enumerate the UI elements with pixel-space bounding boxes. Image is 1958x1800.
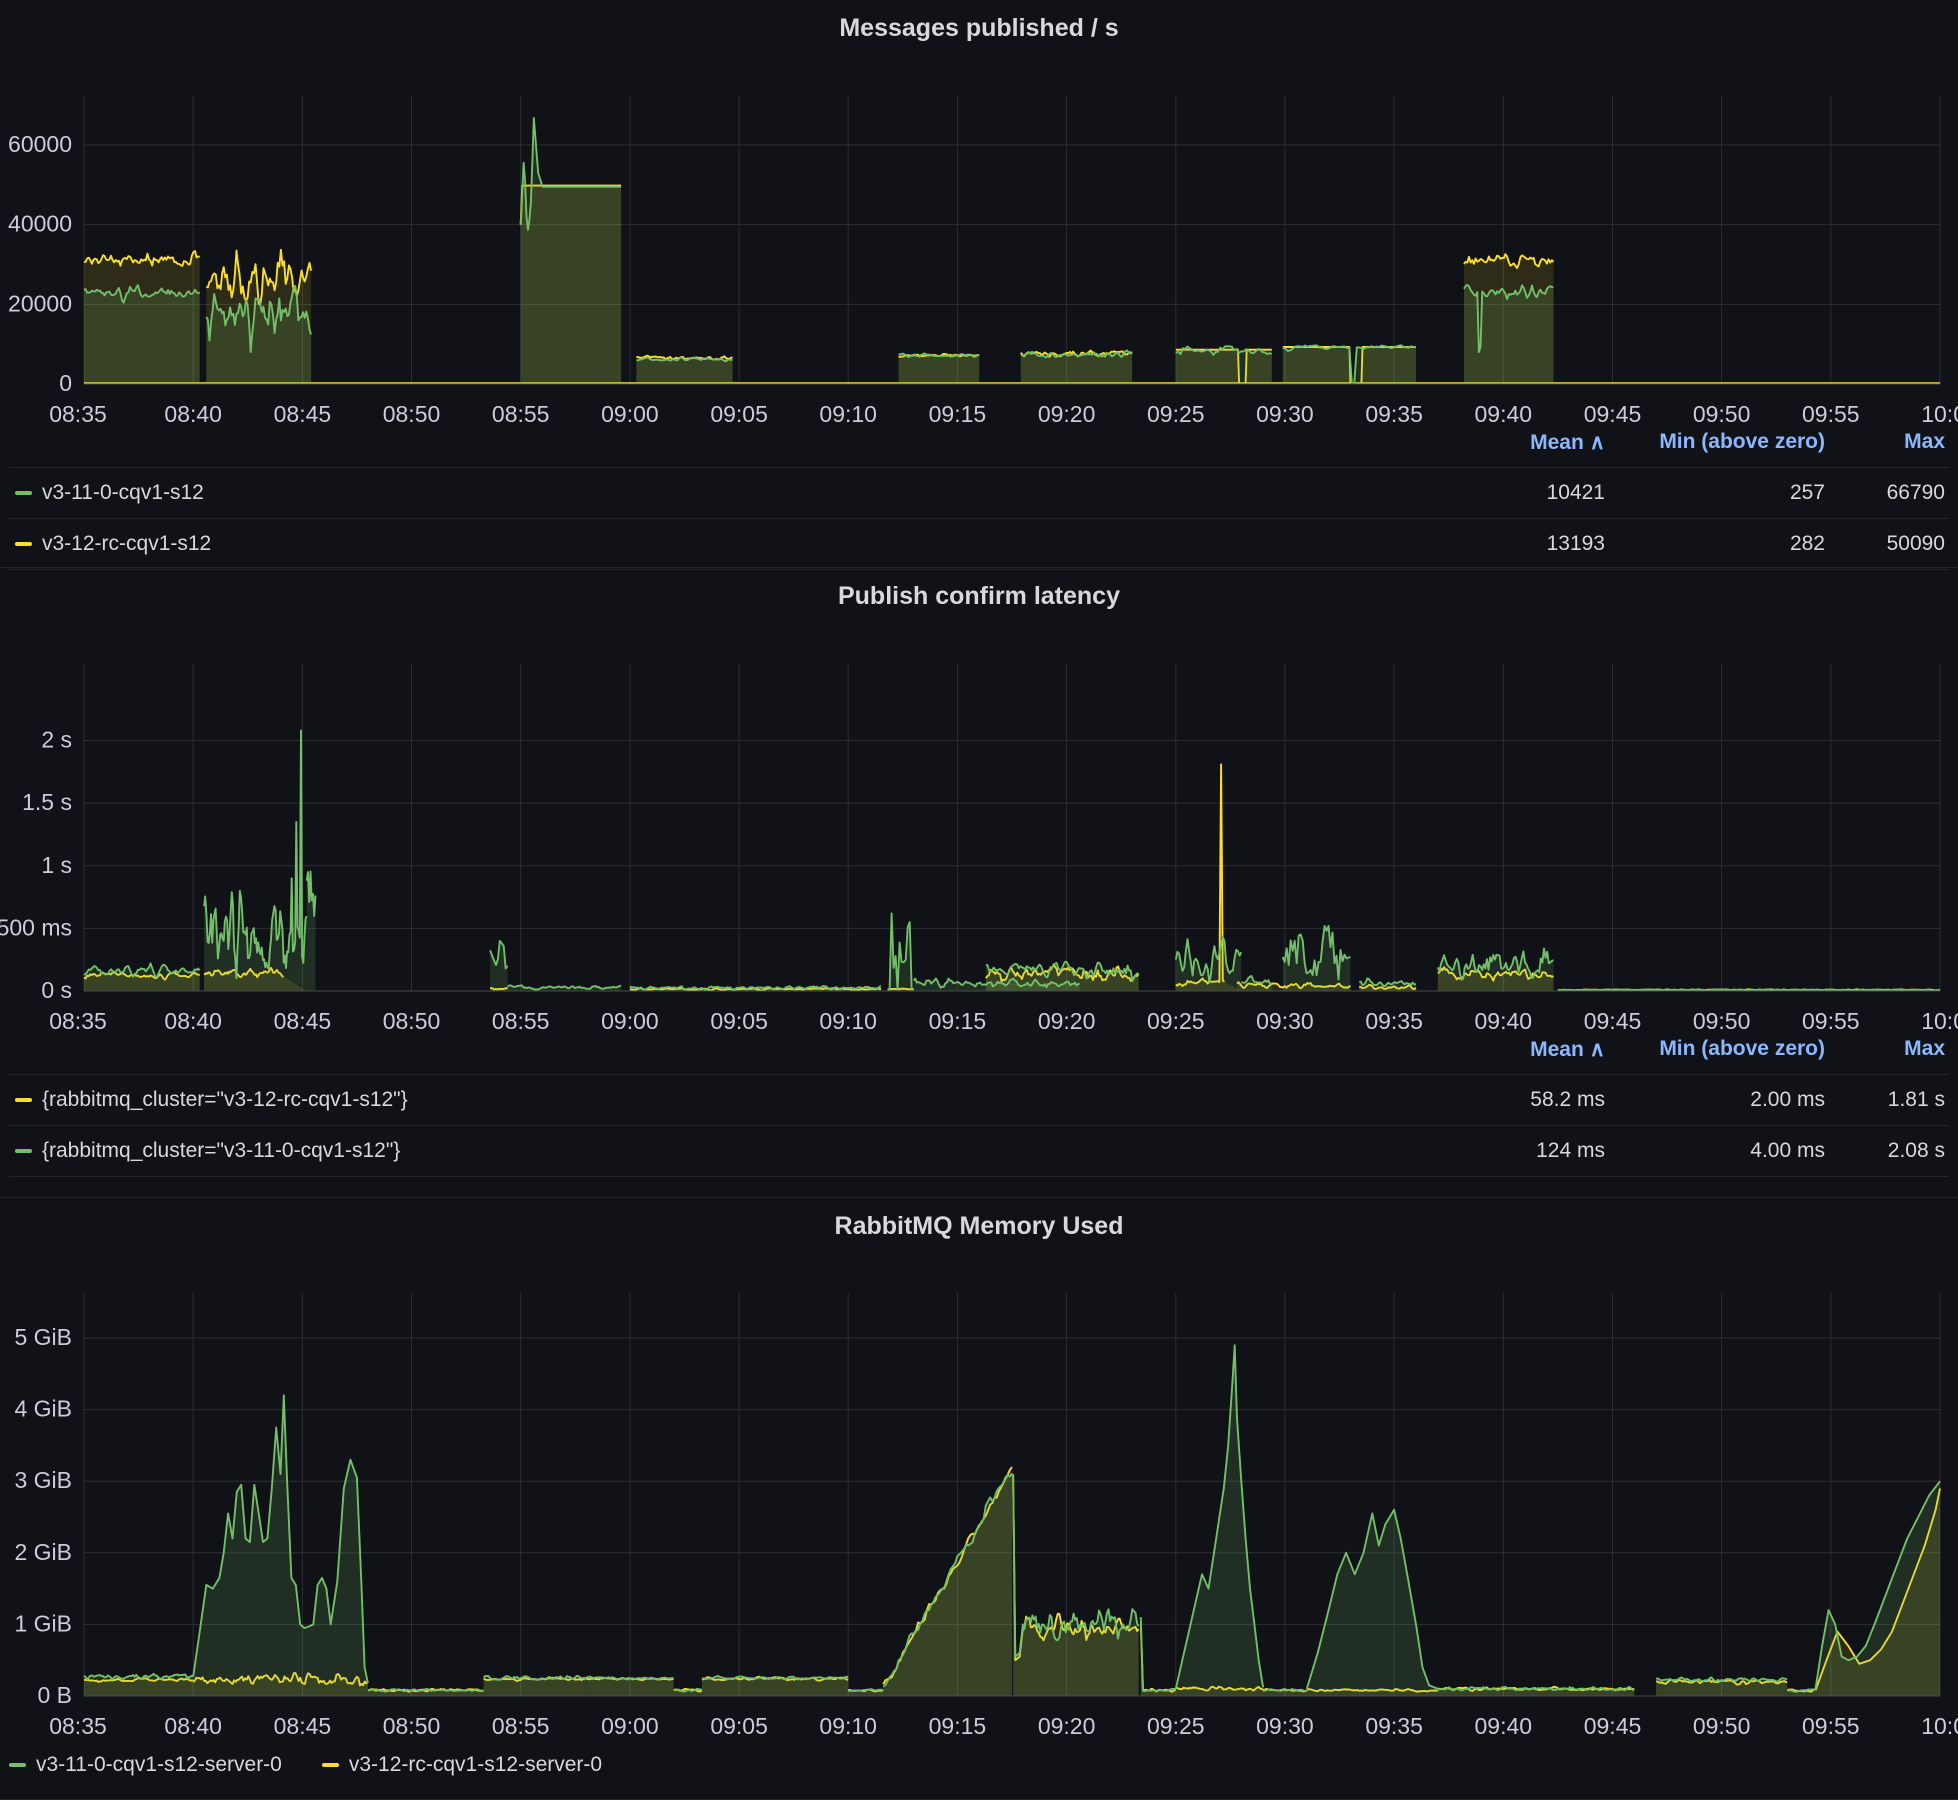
- svg-text:09:05: 09:05: [710, 1713, 768, 1739]
- svg-text:0 B: 0 B: [37, 1682, 72, 1708]
- svg-text:0 s: 0 s: [41, 977, 72, 1003]
- svg-text:09:55: 09:55: [1802, 1713, 1860, 1739]
- svg-text:1.5 s: 1.5 s: [22, 789, 72, 815]
- svg-text:09:10: 09:10: [819, 1713, 877, 1739]
- svg-text:08:40: 08:40: [164, 1713, 222, 1739]
- svg-text:09:25: 09:25: [1147, 1713, 1205, 1739]
- svg-text:20000: 20000: [8, 290, 72, 316]
- svg-text:1 s: 1 s: [41, 852, 72, 878]
- svg-text:08:55: 08:55: [492, 1713, 550, 1739]
- svg-text:08:50: 08:50: [383, 1713, 441, 1739]
- svg-text:4 GiB: 4 GiB: [14, 1396, 72, 1422]
- svg-text:2 s: 2 s: [41, 727, 72, 753]
- svg-text:08:45: 08:45: [274, 1713, 332, 1739]
- svg-text:40000: 40000: [8, 211, 72, 237]
- svg-text:2 GiB: 2 GiB: [14, 1539, 72, 1565]
- svg-text:1 GiB: 1 GiB: [14, 1610, 72, 1636]
- svg-text:09:15: 09:15: [929, 1713, 987, 1739]
- svg-text:5 GiB: 5 GiB: [14, 1324, 72, 1350]
- svg-text:09:00: 09:00: [601, 1713, 659, 1739]
- svg-text:09:20: 09:20: [1038, 1713, 1096, 1739]
- svg-text:09:30: 09:30: [1256, 1713, 1314, 1739]
- svg-text:60000: 60000: [8, 131, 72, 157]
- svg-text:500 ms: 500 ms: [0, 914, 72, 940]
- svg-text:3 GiB: 3 GiB: [14, 1467, 72, 1493]
- svg-text:10:00: 10:00: [1921, 1713, 1958, 1739]
- svg-text:09:50: 09:50: [1693, 1713, 1751, 1739]
- svg-text:09:35: 09:35: [1365, 1713, 1423, 1739]
- svg-text:09:45: 09:45: [1584, 1713, 1642, 1739]
- svg-text:0: 0: [59, 370, 72, 396]
- svg-text:09:40: 09:40: [1475, 1713, 1533, 1739]
- svg-text:08:35: 08:35: [49, 1713, 107, 1739]
